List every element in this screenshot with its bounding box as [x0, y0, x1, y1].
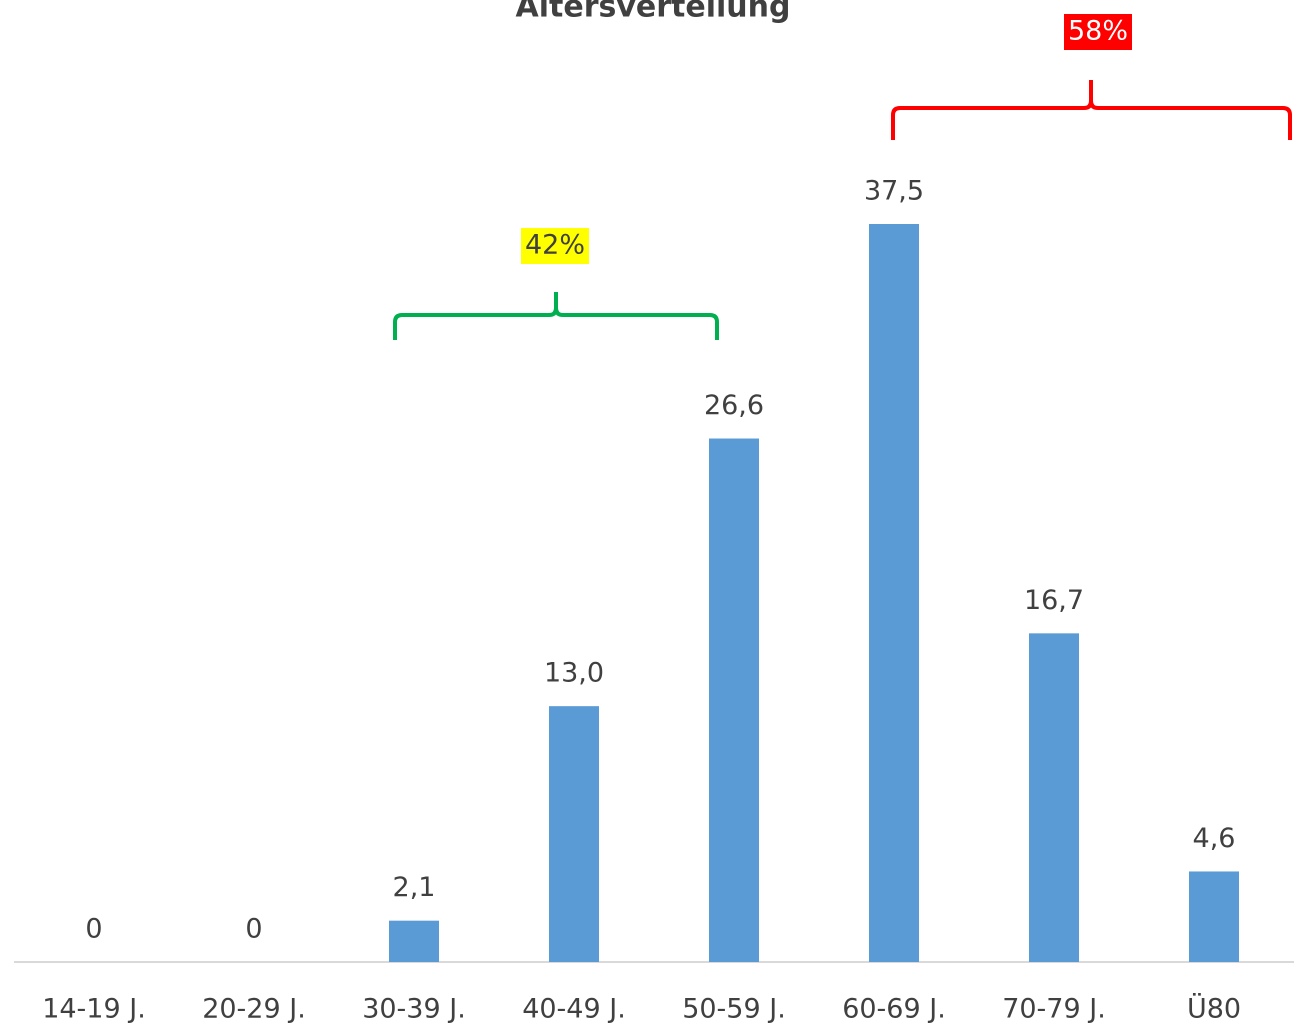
brace	[393, 292, 719, 340]
data-label: 13,0	[544, 658, 604, 689]
data-label: 26,6	[704, 390, 764, 421]
x-tick-label: 60-69 J.	[842, 994, 946, 1025]
annotation: 58%	[1068, 16, 1128, 47]
chart-title: Altersverteilung	[516, 0, 791, 25]
x-tick-label: 70-79 J.	[1002, 994, 1106, 1025]
brace	[891, 80, 1292, 140]
x-tick-label: Ü80	[1187, 993, 1241, 1025]
bar	[389, 920, 439, 962]
bar	[549, 706, 599, 962]
data-label: 4,6	[1193, 823, 1236, 854]
annotation-bg	[521, 228, 589, 264]
x-tick-label: 40-49 J.	[522, 994, 626, 1025]
bar	[709, 438, 759, 963]
bar	[869, 224, 919, 962]
data-label: 0	[245, 914, 262, 945]
data-label: 2,1	[393, 872, 436, 903]
annotation-bg	[1064, 14, 1132, 50]
bar	[1189, 871, 1239, 962]
annotation: 42%	[525, 230, 585, 261]
data-label: 0	[85, 914, 102, 945]
bar	[1029, 633, 1079, 962]
data-label: 37,5	[864, 176, 924, 207]
x-tick-label: 30-39 J.	[362, 994, 466, 1025]
x-tick-label: 20-29 J.	[202, 994, 306, 1025]
x-tick-label: 14-19 J.	[42, 994, 146, 1025]
data-label: 16,7	[1024, 585, 1084, 616]
x-tick-label: 50-59 J.	[682, 994, 786, 1025]
